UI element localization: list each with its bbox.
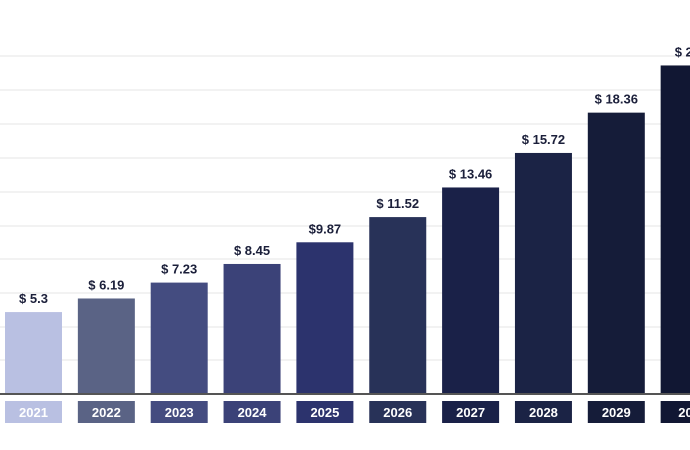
- value-labels: $ 5.3 $ 6.19 $ 7.23 $ 8.45 $9.87 $ 11.52 $ 13.…: [19, 44, 690, 306]
- value-label-2026: $ 11.52: [376, 196, 419, 211]
- tick-label-2023: 2023: [165, 405, 194, 420]
- bar-2023: [150, 282, 208, 393]
- bar-2025: [296, 242, 354, 393]
- value-label-2023: $ 7.23: [161, 262, 197, 277]
- year-pill-2022: [77, 401, 135, 423]
- value-label-2029: $ 18.36: [595, 92, 638, 107]
- year-pill-2025: [296, 401, 354, 423]
- tick-label-2022: 2022: [92, 405, 121, 420]
- year-pill-2028: [514, 401, 572, 423]
- tick-label-2029: 2029: [602, 405, 631, 420]
- value-label-2028: $ 15.72: [522, 132, 565, 147]
- bar-2021: [5, 312, 62, 393]
- value-label-2022: $ 6.19: [88, 277, 124, 292]
- bars: [5, 65, 690, 394]
- x-axis-ticks: 2021 2022 2023 2024 2025 2026 2027 2028 2029 203: [5, 401, 690, 423]
- year-pill-2023: [150, 401, 208, 423]
- year-pill-2027: [442, 401, 500, 423]
- bar-2027: [442, 187, 500, 393]
- year-pill-2029: [587, 401, 645, 423]
- tick-label-2024: 2024: [238, 405, 268, 420]
- year-pill-2021: [5, 401, 62, 423]
- bar-2028: [514, 152, 572, 393]
- tick-label-2030: 203: [678, 405, 690, 420]
- year-pill-2030: [660, 401, 690, 423]
- bar-2030: [660, 65, 690, 394]
- tick-label-2027: 2027: [456, 405, 485, 420]
- value-label-2021: $ 5.3: [19, 291, 48, 306]
- value-label-2025: $9.87: [309, 221, 342, 236]
- tick-label-2026: 2026: [383, 405, 412, 420]
- value-label-2027: $ 13.46: [449, 166, 492, 181]
- tick-label-2028: 2028: [529, 405, 558, 420]
- tick-label-2021: 2021: [19, 405, 48, 420]
- year-pill-2026: [369, 401, 427, 423]
- bar-2024: [223, 263, 281, 393]
- year-pill-2024: [223, 401, 281, 423]
- value-label-2030: $ 21.: [675, 44, 690, 59]
- bar-2029: [587, 112, 645, 394]
- bar-2026: [369, 217, 427, 393]
- tick-label-2025: 2025: [310, 405, 339, 420]
- value-label-2024: $ 8.45: [234, 243, 270, 258]
- bar-2022: [77, 298, 135, 393]
